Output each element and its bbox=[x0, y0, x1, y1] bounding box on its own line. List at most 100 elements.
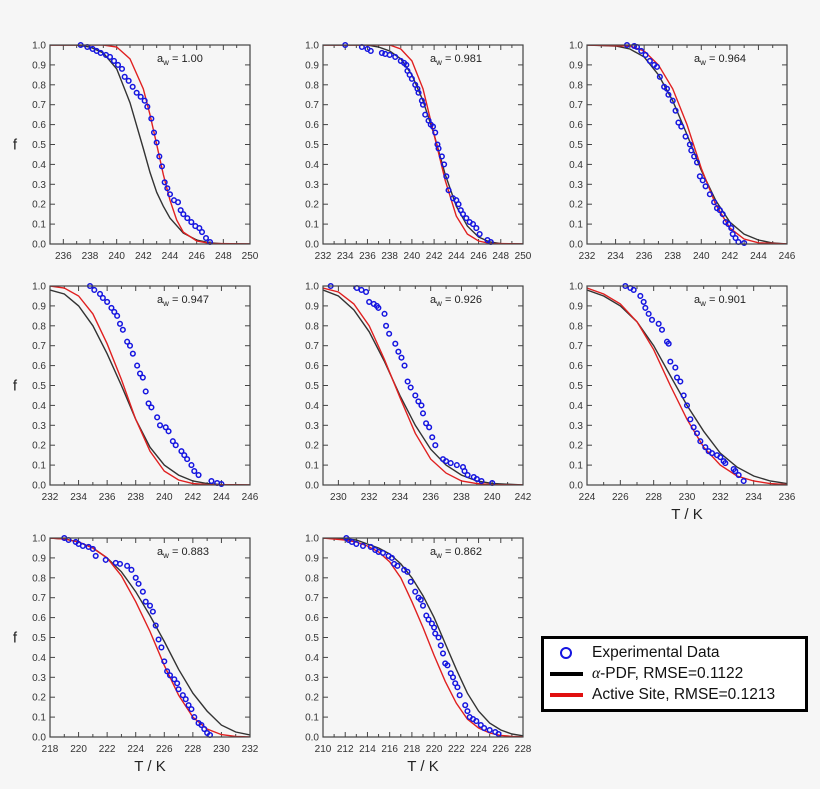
active-site-curve bbox=[587, 45, 787, 244]
x-axis-label: T / K bbox=[671, 506, 702, 523]
data-point bbox=[185, 702, 192, 709]
aw-annotation: aw = 0.926 bbox=[430, 294, 482, 308]
y-tick-label: 0.6 bbox=[305, 361, 319, 372]
data-point bbox=[208, 477, 215, 485]
y-tick-label: 0.5 bbox=[32, 381, 46, 392]
aw-value: = 1.00 bbox=[169, 53, 203, 65]
data-point bbox=[359, 542, 367, 550]
data-point bbox=[495, 730, 502, 738]
x-tick-label: 244 bbox=[213, 492, 230, 503]
data-point bbox=[116, 320, 124, 327]
y-tick-label: 0.6 bbox=[569, 361, 583, 372]
x-tick-label: 236 bbox=[99, 492, 116, 503]
x-tick-label: 214 bbox=[359, 744, 376, 755]
data-point bbox=[164, 668, 171, 675]
data-point bbox=[680, 392, 687, 399]
data-point bbox=[443, 458, 450, 465]
aw-subscript: w bbox=[435, 551, 442, 560]
y-tick-label: 1.0 bbox=[569, 282, 583, 293]
data-point bbox=[129, 83, 136, 90]
data-point bbox=[429, 434, 436, 441]
x-tick-label: 242 bbox=[426, 251, 443, 262]
x-tick-label: 244 bbox=[448, 251, 465, 262]
data-point bbox=[91, 286, 98, 294]
data-point bbox=[161, 658, 168, 665]
y-tick-label: 0.1 bbox=[32, 220, 46, 231]
x-tick-label: 234 bbox=[70, 492, 87, 503]
data-point bbox=[96, 290, 104, 298]
x-tick-label: 236 bbox=[636, 251, 653, 262]
x-tick-label: 246 bbox=[242, 492, 259, 503]
data-point bbox=[441, 161, 448, 168]
data-point bbox=[473, 718, 480, 725]
data-point bbox=[693, 159, 701, 166]
x-tick-label: 228 bbox=[515, 744, 532, 755]
y-tick-label: 0.1 bbox=[305, 220, 319, 231]
data-point bbox=[124, 338, 131, 345]
active-site-curve bbox=[323, 287, 523, 485]
x-tick-label: 220 bbox=[426, 744, 443, 755]
x-tick-label: 218 bbox=[404, 744, 421, 755]
data-point bbox=[202, 234, 210, 242]
y-tick-label: 0.1 bbox=[305, 713, 319, 724]
plot-frame bbox=[586, 285, 788, 486]
aw-subscript: w bbox=[162, 58, 169, 67]
x-tick-label: 248 bbox=[492, 251, 509, 262]
y-tick-label: 0.4 bbox=[569, 401, 583, 412]
data-point bbox=[732, 234, 739, 242]
y-tick-label: 0.0 bbox=[32, 733, 46, 744]
alpha-pdf-curve bbox=[587, 45, 787, 244]
y-tick-label: 0.3 bbox=[32, 180, 46, 191]
data-point bbox=[423, 420, 430, 427]
active-site-curve bbox=[50, 538, 250, 737]
x-tick-label: 220 bbox=[70, 744, 87, 755]
data-point bbox=[158, 163, 166, 170]
data-point bbox=[419, 101, 427, 108]
data-point bbox=[165, 428, 172, 435]
x-tick-label: 246 bbox=[470, 251, 487, 262]
y-tick-label: 0.6 bbox=[32, 613, 46, 624]
x-tick-label: 232 bbox=[361, 492, 378, 503]
data-point bbox=[640, 298, 647, 305]
y-tick-label: 0.5 bbox=[32, 633, 46, 644]
data-point bbox=[182, 696, 189, 703]
data-point bbox=[740, 477, 747, 485]
y-tick-label: 0.7 bbox=[569, 341, 583, 352]
alpha-pdf-curve bbox=[50, 538, 250, 736]
y-tick-label: 0.6 bbox=[32, 361, 46, 372]
y-tick-label: 0.5 bbox=[305, 140, 319, 151]
data-point bbox=[156, 153, 163, 160]
data-point bbox=[708, 450, 716, 457]
x-tick-label: 226 bbox=[612, 492, 629, 503]
x-tick-label: 212 bbox=[337, 744, 354, 755]
data-point bbox=[677, 378, 684, 385]
data-point bbox=[486, 726, 493, 734]
active-site-curve bbox=[50, 286, 250, 485]
y-tick-label: 0.8 bbox=[305, 80, 319, 91]
data-point bbox=[129, 350, 136, 357]
aw-base: a bbox=[430, 546, 437, 558]
y-tick-label: 0.8 bbox=[32, 573, 46, 584]
aw-base: a bbox=[430, 294, 437, 306]
aw-base: a bbox=[157, 53, 164, 65]
data-point bbox=[648, 316, 656, 323]
data-point bbox=[418, 402, 425, 409]
data-point bbox=[683, 402, 691, 409]
y-tick-label: 0.7 bbox=[305, 593, 319, 604]
aw-annotation: aw = 0.862 bbox=[430, 546, 482, 560]
subplot-6: 0.0 0.1 0.2 0.3 0.4 0.5 0.6 0.7 0.8 0.9 1.0 224 226 2… bbox=[569, 282, 796, 524]
plot-frame bbox=[49, 44, 251, 245]
y-tick-label: 0.3 bbox=[305, 673, 319, 684]
subplot-1: 0.0 0.1 0.2 0.3 0.4 0.5 0.6 0.7 0.8 0.9 1.0 236 238 2… bbox=[13, 41, 259, 263]
x-tick-label: 218 bbox=[42, 744, 59, 755]
aw-value: = 0.862 bbox=[442, 546, 482, 558]
x-tick-label: 238 bbox=[664, 251, 681, 262]
y-tick-label: 0.7 bbox=[305, 100, 319, 111]
aw-value: = 0.947 bbox=[169, 294, 209, 306]
data-point bbox=[166, 672, 174, 679]
y-tick-label: 0.5 bbox=[305, 381, 319, 392]
data-point bbox=[114, 312, 121, 319]
legend-item-alpha-pdf: α -PDF, RMSE=0.1122 bbox=[544, 663, 743, 685]
aw-annotation: aw = 1.00 bbox=[157, 53, 203, 67]
